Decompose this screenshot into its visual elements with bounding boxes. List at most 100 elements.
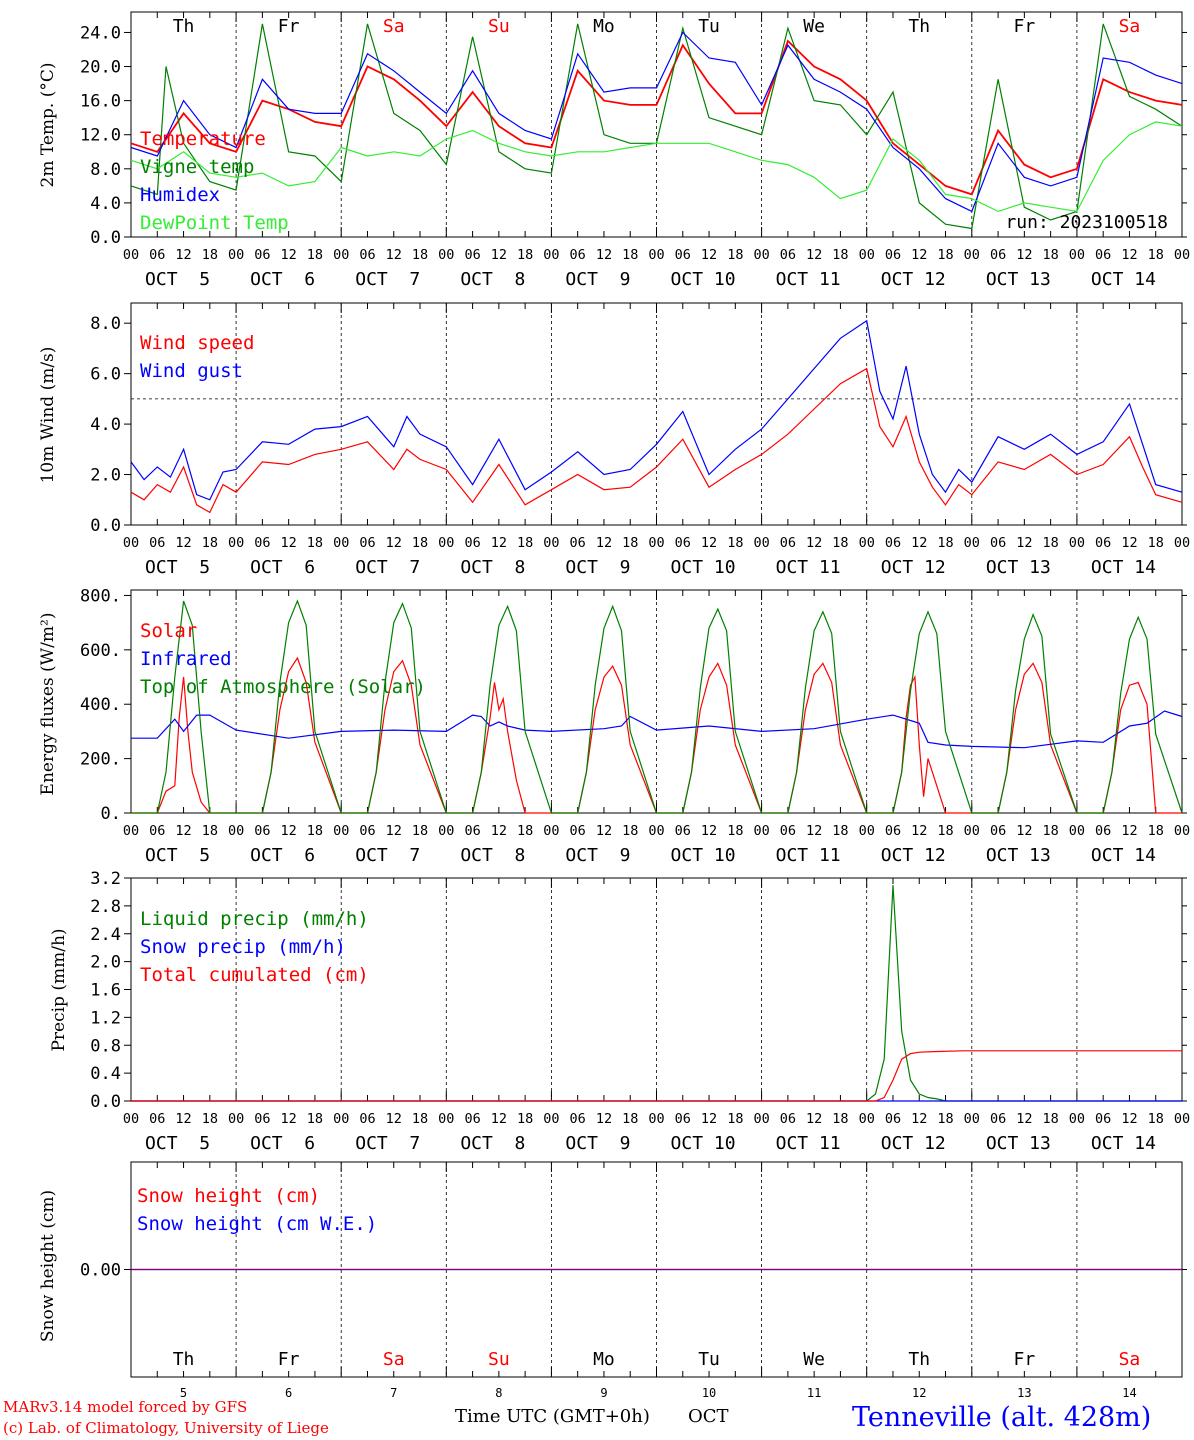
hour-tick-label: 06 — [359, 247, 375, 263]
day-label: Fr — [1014, 1349, 1036, 1370]
hour-tick-label: 12 — [911, 1111, 927, 1127]
hour-tick-label: 12 — [911, 535, 927, 551]
hour-tick-label: 12 — [596, 1111, 612, 1127]
date-label: OCT 10 — [671, 1133, 736, 1154]
series-line — [130, 31, 1183, 213]
hour-tick-label: 12 — [1121, 1111, 1137, 1127]
day-label: Tu — [698, 16, 720, 37]
day-label: Fr — [1014, 16, 1036, 37]
date-label: OCT 5 — [145, 1133, 210, 1154]
hour-tick-label: 12 — [806, 823, 822, 839]
date-label: OCT 7 — [355, 845, 420, 866]
series-line — [131, 710, 1183, 749]
hour-tick-label: 18 — [307, 1111, 323, 1127]
date-label: OCT 10 — [671, 269, 736, 290]
date-label: OCT 6 — [250, 269, 315, 290]
hour-tick-label: 12 — [806, 247, 822, 263]
hour-tick-label: 06 — [885, 247, 901, 263]
hour-tick-label: 06 — [149, 1111, 165, 1127]
hour-tick-label: 00 — [333, 535, 349, 551]
hour-tick-label: 06 — [990, 535, 1006, 551]
hour-tick-label: 00 — [859, 823, 875, 839]
hour-tick-label: 00 — [438, 247, 454, 263]
hour-tick-label: 18 — [727, 535, 743, 551]
hour-tick-label: 12 — [1016, 535, 1032, 551]
hour-tick-label: 18 — [1148, 535, 1164, 551]
legend-entry: Snow height (cm W.E.) — [137, 1213, 377, 1235]
hour-tick-label: 12 — [386, 247, 402, 263]
hour-tick-label: 00 — [543, 823, 559, 839]
hour-tick-label: 00 — [228, 247, 244, 263]
footer-model-text: MARv3.14 model forced by GFS — [3, 1398, 248, 1416]
hour-tick-label: 18 — [727, 823, 743, 839]
hour-tick-label: 06 — [254, 247, 270, 263]
hour-tick-label: 18 — [622, 247, 638, 263]
series-line — [130, 367, 1183, 514]
y-tick-label: 0.0 — [90, 228, 121, 248]
hour-tick-label: 18 — [832, 1111, 848, 1127]
legend-entry: DewPoint Temp — [140, 212, 289, 234]
y-tick-label: 0.0 — [90, 516, 121, 536]
hour-tick-label: 00 — [1069, 247, 1085, 263]
y-axis-label: Precip (mm/h) — [49, 928, 69, 1051]
hour-tick-label: 00 — [438, 823, 454, 839]
run-annotation: run: 2023100518 — [1005, 212, 1168, 233]
y-tick-label: 400. — [80, 695, 121, 715]
hour-tick-label: 18 — [307, 535, 323, 551]
hour-tick-label: 18 — [412, 535, 428, 551]
hour-tick-label: 18 — [1148, 823, 1164, 839]
hour-tick-label: 06 — [359, 823, 375, 839]
hour-tick-label: 06 — [570, 247, 586, 263]
hour-tick-label: 12 — [1121, 823, 1137, 839]
legend-entry: Snow precip (mm/h) — [140, 936, 346, 958]
hour-tick-label: 12 — [596, 247, 612, 263]
y-tick-label: 20.0 — [80, 58, 121, 78]
station-title: Tenneville (alt. 428m) — [852, 1402, 1152, 1433]
date-label: OCT 9 — [565, 557, 630, 578]
hour-tick-label: 12 — [701, 247, 717, 263]
hour-tick-label: 00 — [1174, 823, 1190, 839]
hour-tick-label: 18 — [622, 823, 638, 839]
date-label: OCT 5 — [145, 557, 210, 578]
day-label: Su — [488, 16, 510, 37]
hour-tick-label: 06 — [570, 535, 586, 551]
hour-tick-label: 12 — [281, 247, 297, 263]
hour-tick-label: 00 — [438, 535, 454, 551]
hour-tick-label: 18 — [1042, 1111, 1058, 1127]
y-tick-label: 24.0 — [80, 23, 121, 43]
hour-tick-label: 12 — [491, 823, 507, 839]
hour-tick-label: 00 — [1069, 823, 1085, 839]
date-label: OCT 7 — [355, 269, 420, 290]
hour-tick-label: 00 — [333, 1111, 349, 1127]
date-label: OCT 9 — [565, 269, 630, 290]
hour-tick-label: 00 — [543, 1111, 559, 1127]
date-label: OCT 14 — [1091, 557, 1156, 578]
day-label: Fr — [278, 1349, 300, 1370]
legend-entry: Top of Atmosphere (Solar) — [140, 676, 426, 698]
y-tick-label: 1.2 — [90, 1008, 121, 1028]
y-tick-label: 0.4 — [90, 1064, 121, 1084]
hour-tick-label: 18 — [307, 247, 323, 263]
series-line — [131, 1050, 1182, 1102]
date-label: OCT 14 — [1091, 845, 1156, 866]
date-label: OCT 7 — [355, 1133, 420, 1154]
y-tick-label: 12.0 — [80, 126, 121, 146]
panel-5: 0.00 Snow height (cm) Snow height (cm) Snow… — [38, 1161, 1187, 1400]
date-label: OCT 8 — [460, 269, 525, 290]
date-number: 13 — [1017, 1386, 1031, 1400]
hour-tick-label: 06 — [885, 535, 901, 551]
hour-tick-label: 12 — [175, 1111, 191, 1127]
hour-tick-label: 18 — [1148, 247, 1164, 263]
hour-tick-label: 12 — [701, 1111, 717, 1127]
hour-tick-label: 12 — [1121, 535, 1137, 551]
hour-tick-label: 00 — [964, 247, 980, 263]
legend-entry: Snow height (cm) — [137, 1185, 320, 1207]
date-label: OCT 13 — [986, 557, 1051, 578]
footer-credit-text: (c) Lab. of Climatology, University of L… — [3, 1419, 329, 1437]
series-line — [130, 121, 1183, 213]
hour-tick-label: 18 — [937, 823, 953, 839]
hour-tick-label: 12 — [386, 1111, 402, 1127]
date-label: OCT 5 — [145, 845, 210, 866]
hour-tick-label: 06 — [1095, 1111, 1111, 1127]
